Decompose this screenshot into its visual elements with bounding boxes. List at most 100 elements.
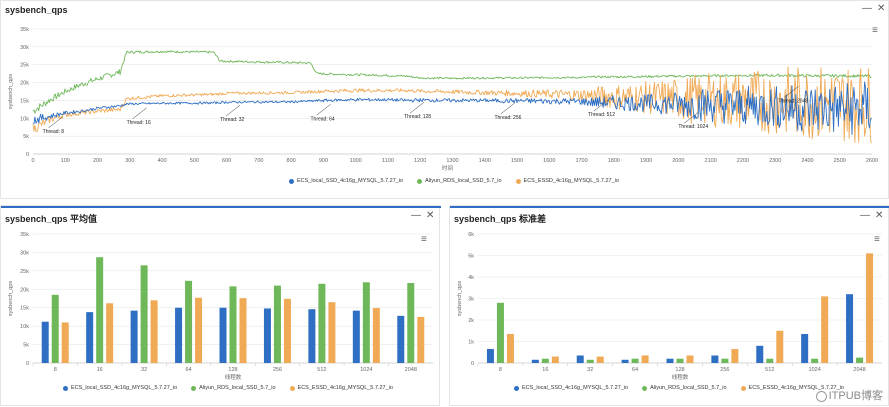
x-tick-label: 2300 <box>769 158 781 164</box>
bar-16-series-3 <box>551 356 559 363</box>
y-tick-label: 25k <box>20 63 29 69</box>
legend-item-rds[interactable]: Aliyun_RDS_local_SSD_5.7_io <box>191 385 276 391</box>
annotation-label: Thread: 16 <box>127 120 151 126</box>
panel-accent-bar <box>1 206 441 208</box>
bar-1024-series-1 <box>801 333 809 363</box>
y-tick-label: 1k <box>468 340 474 346</box>
annotation-label: Thread: 512 <box>588 112 615 118</box>
minimize-button[interactable]: — <box>411 210 421 221</box>
bar-64-series-1 <box>621 359 629 363</box>
bar-1024-series-1 <box>352 310 360 363</box>
line-chart: 0 5k 10k 15k 20k 25k 30k 35k 0 100 200 300 400 500 600… <box>8 27 878 172</box>
x-tick-label: 100 <box>61 158 70 164</box>
close-button[interactable]: ✕ <box>426 210 435 221</box>
bar-512-series-3 <box>776 330 784 363</box>
bar-16-series-1 <box>86 312 94 363</box>
x-tick-label: 1100 <box>382 158 394 164</box>
x-tick-label: 256 <box>273 367 282 373</box>
close-button[interactable]: ✕ <box>875 210 884 221</box>
x-tick-label: 1024 <box>360 367 372 373</box>
legend-item-essd[interactable]: ECS_ESSD_4c16g_MYSQL_5.7.27_io <box>289 385 393 391</box>
annotation-pointer <box>316 104 331 116</box>
annotation-label: Thread: 256 <box>494 115 521 121</box>
bar-1024-series-2 <box>362 282 370 363</box>
bar-128-series-1 <box>666 358 674 363</box>
x-tick-label: 2000 <box>672 158 684 164</box>
bar-128-series-2 <box>229 286 237 363</box>
x-tick-label: 512 <box>765 367 774 373</box>
bar-2048-series-3 <box>417 316 425 363</box>
series-line-1 <box>32 81 872 135</box>
y-tick-label: 10k <box>20 324 29 330</box>
itpub-logo-icon <box>815 390 827 402</box>
bar-512-series-3 <box>328 302 336 363</box>
bar-512-series-1 <box>756 345 764 363</box>
x-tick-label: 400 <box>157 158 166 164</box>
hamburger-menu-icon[interactable]: ≡ <box>421 234 427 245</box>
x-tick-label: 1700 <box>575 158 587 164</box>
legend-item-ecs[interactable]: ECS_local_SSD_4c16g_MYSQL_5.7.27_io <box>514 385 628 391</box>
y-axis-label: sysbench_qps <box>457 281 463 316</box>
hamburger-menu-icon[interactable]: ≡ <box>872 25 878 36</box>
legend-item-essd[interactable]: ECS_ESSD_4c16g_MYSQL_5.7.27_io <box>740 385 844 391</box>
bar-8-series-3 <box>61 322 69 363</box>
x-tick-label: 32 <box>141 367 147 373</box>
x-tick-label: 1300 <box>446 158 458 164</box>
x-tick-label: 1800 <box>608 158 620 164</box>
x-tick-label: 1200 <box>414 158 426 164</box>
y-tick-label: 15k <box>20 306 29 312</box>
bar-256-series-3 <box>731 349 739 363</box>
legend-item-rds[interactable]: Aliyun_RDS_local_SSD_5.7_io <box>642 385 727 391</box>
x-tick-label: 2600 <box>866 158 878 164</box>
y-axis-label: sysbench_qps <box>8 74 14 109</box>
x-tick-label: 1400 <box>479 158 491 164</box>
bar-128-series-3 <box>239 298 247 363</box>
y-tick-label: 0 <box>26 361 29 367</box>
bar-2048-series-1 <box>846 294 854 363</box>
legend-marker <box>289 178 294 184</box>
y-tick-label: 35k <box>20 27 29 33</box>
bar-256-series-1 <box>263 308 271 363</box>
x-tick-label: 500 <box>190 158 199 164</box>
bar-32-series-3 <box>596 356 604 363</box>
y-tick-label: 0 <box>26 152 29 158</box>
hamburger-menu-icon[interactable]: ≡ <box>874 234 880 245</box>
annotation-label: Thread: 128 <box>404 114 431 120</box>
annotation-pointer <box>48 116 63 128</box>
bar-8-series-1 <box>41 321 49 363</box>
x-tick-label: 128 <box>228 367 237 373</box>
legend-marker <box>642 385 648 391</box>
panel-accent-bar <box>450 206 889 208</box>
annotation-pointer <box>226 104 241 117</box>
y-tick-label: 20k <box>20 287 29 293</box>
bar-128-series-2 <box>676 358 684 363</box>
panel-title: sysbench_qps <box>5 5 68 15</box>
close-button[interactable]: ✕ <box>877 3 886 14</box>
legend-item-ecs[interactable]: ECS_local_SSD_4c16g_MYSQL_5.7.27_io <box>63 385 177 391</box>
bar-16-series-2 <box>541 358 549 363</box>
minimize-button[interactable]: — <box>862 3 872 14</box>
x-tick-label: 1500 <box>511 158 523 164</box>
annotation-pointer <box>132 107 147 120</box>
legend-item-ecs[interactable]: ECS_local_SSD_4c16g_MYSQL_5.7.27_io <box>289 178 403 184</box>
y-tick-label: 5k <box>23 343 29 349</box>
bar-512-series-1 <box>308 309 316 363</box>
y-tick-label: 35k <box>20 232 29 238</box>
legend-label: ECS_local_SSD_4c16g_MYSQL_5.7.27_io <box>522 385 629 391</box>
legend-item-essd[interactable]: ECS_ESSD_4c16g_MYSQL_5.7.27_io <box>515 178 619 184</box>
bar-2048-series-1 <box>397 315 405 363</box>
legend-item-rds[interactable]: Aliyun_RDS_local_SSD_5.7_io <box>417 178 502 184</box>
annotation-pointer <box>784 86 799 98</box>
bar-16-series-1 <box>531 359 539 363</box>
bar-256-series-2 <box>721 358 729 363</box>
y-tick-label: 5k <box>468 254 474 260</box>
bar-64-series-3 <box>195 297 203 363</box>
legend-marker <box>191 385 197 391</box>
x-tick-label: 2100 <box>705 158 717 164</box>
bar-64-series-1 <box>175 307 183 363</box>
bar-64-series-3 <box>641 355 649 363</box>
legend-label: ECS_ESSD_4c16g_MYSQL_5.7.27_io <box>748 385 844 391</box>
bar-128-series-3 <box>686 355 694 363</box>
bar-16-series-2 <box>96 257 104 363</box>
minimize-button[interactable]: — <box>860 210 870 221</box>
